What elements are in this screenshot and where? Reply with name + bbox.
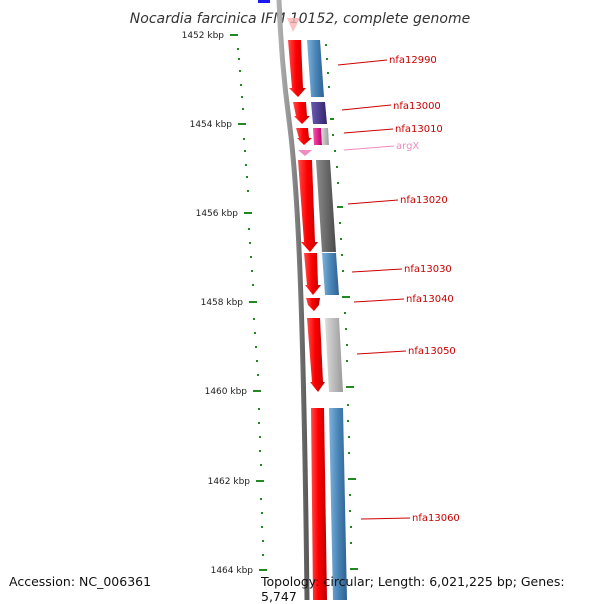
gene-arrow-nfa12990[interactable] [288,40,306,97]
scale-label-1464: 1464 kbp [211,566,254,576]
gene-arrow-nfa13010[interactable] [296,128,312,145]
cog-block-nfa13000 [311,102,327,124]
cog-block-nfa13010 [313,128,322,145]
cog-block-nfa12990 [307,40,324,97]
scale-ticks [230,34,267,571]
genome-backbone [276,0,310,600]
cog-block-nfa13010-b [321,128,329,145]
scale-label-1454: 1454 kbp [190,120,233,130]
backbone-cap [287,18,300,32]
gene-label-nfa13030[interactable]: nfa13030 [404,264,452,275]
accession-label: Accession: NC_006361 [9,574,152,589]
gene-label-nfa13000[interactable]: nfa13000 [393,101,441,112]
scale-dots [237,44,358,570]
label-callouts [337,59,411,520]
cog-block-nfa13030 [322,253,339,295]
gene-arrow-nfa13060[interactable] [311,408,327,600]
gene-label-nfa12990[interactable]: nfa12990 [389,55,437,66]
cog-track [307,40,347,600]
scale-label-1460: 1460 kbp [205,387,248,397]
strand-track [288,40,327,600]
scale-label-1458: 1458 kbp [201,298,244,308]
gene-label-nfa13010[interactable]: nfa13010 [395,124,443,135]
cog-block-nfa13020 [316,160,336,252]
gene-arrow-argX[interactable] [298,150,312,156]
gene-label-nfa13060[interactable]: nfa13060 [412,513,460,524]
scale-label-1456: 1456 kbp [196,209,239,219]
gene-arrow-nfa13040[interactable] [306,298,320,311]
gene-label-argX[interactable]: argX [396,141,419,152]
map-title: Nocardia farcinica IFM 10152, complete g… [130,11,470,27]
gene-arrow-nfa13050[interactable] [307,318,325,392]
gene-label-nfa13050[interactable]: nfa13050 [408,346,456,357]
gene-arrow-nfa13000[interactable] [293,102,310,124]
gene-label-nfa13040[interactable]: nfa13040 [406,294,454,305]
cog-block-nfa13060 [329,408,347,600]
cog-block-nfa13050 [325,318,343,392]
gene-arrow-nfa13020[interactable] [298,160,318,252]
gene-label-nfa13020[interactable]: nfa13020 [400,195,448,206]
scale-label-1452: 1452 kbp [182,31,225,41]
position-marker [258,0,270,3]
scale-label-1462: 1462 kbp [208,477,251,487]
gene-arrow-nfa13030[interactable] [304,253,321,295]
